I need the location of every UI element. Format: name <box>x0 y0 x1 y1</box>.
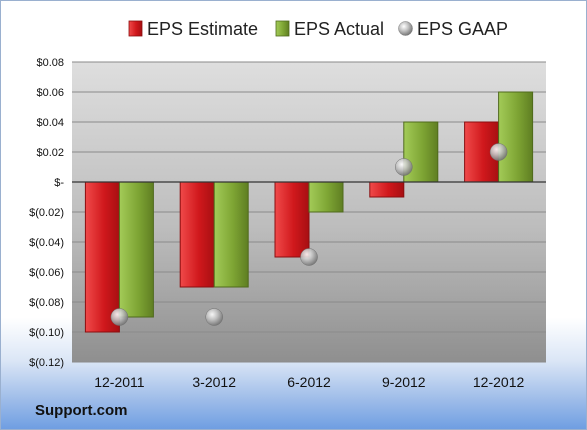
gaap-marker <box>300 248 318 266</box>
x-category-label: 12-2012 <box>473 374 525 390</box>
y-tick-label: $(0.06) <box>29 267 64 279</box>
y-tick-label: $(0.12) <box>29 357 64 369</box>
x-category-label: 12-2011 <box>94 374 145 390</box>
legend-label: EPS GAAP <box>417 19 508 39</box>
y-tick-label: $0.02 <box>36 147 64 159</box>
gaap-markers <box>110 143 508 326</box>
actual-bar <box>118 181 154 318</box>
source-label: Support.com <box>35 402 128 419</box>
actual-bar <box>213 181 249 288</box>
x-category-label: 3-2012 <box>192 374 236 390</box>
x-category-label: 9-2012 <box>382 374 426 390</box>
y-tick-label: $(0.10) <box>29 327 64 339</box>
y-tick-label: $(0.02) <box>29 207 64 219</box>
y-tick-label: $(0.04) <box>29 237 64 249</box>
legend-gaap-swatch <box>398 21 413 36</box>
y-tick-label: $0.08 <box>36 57 64 69</box>
y-tick-label: $(0.08) <box>29 297 64 309</box>
y-tick-label: $0.04 <box>36 117 64 129</box>
legend-estimate-swatch <box>128 20 143 37</box>
estimate-bar <box>179 181 215 288</box>
y-axis-ticks: $0.08 $0.06 $0.04 $0.02 $- $(0.02) $(0.04) $(0.… <box>29 57 64 369</box>
estimate-bar <box>274 181 310 258</box>
legend-label: EPS Actual <box>294 19 384 39</box>
gaap-marker <box>489 143 508 161</box>
actual-bar <box>308 181 344 213</box>
x-axis-categories: 12-2011 3-2012 6-2012 9-2012 12-2012 <box>94 374 524 390</box>
y-tick-label: $- <box>54 177 64 189</box>
actual-bar <box>498 91 534 183</box>
bars <box>84 91 534 333</box>
legend: EPS Estimate EPS Actual EPS GAAP <box>128 19 508 39</box>
estimate-bar <box>369 181 405 198</box>
legend-actual-swatch <box>275 20 290 37</box>
gaap-marker <box>395 158 413 176</box>
gaap-marker <box>205 308 223 326</box>
legend-label: EPS Estimate <box>147 19 258 39</box>
gaap-marker <box>110 308 129 326</box>
y-tick-label: $0.06 <box>36 87 64 99</box>
x-category-label: 6-2012 <box>287 374 331 390</box>
estimate-bar <box>84 181 120 333</box>
